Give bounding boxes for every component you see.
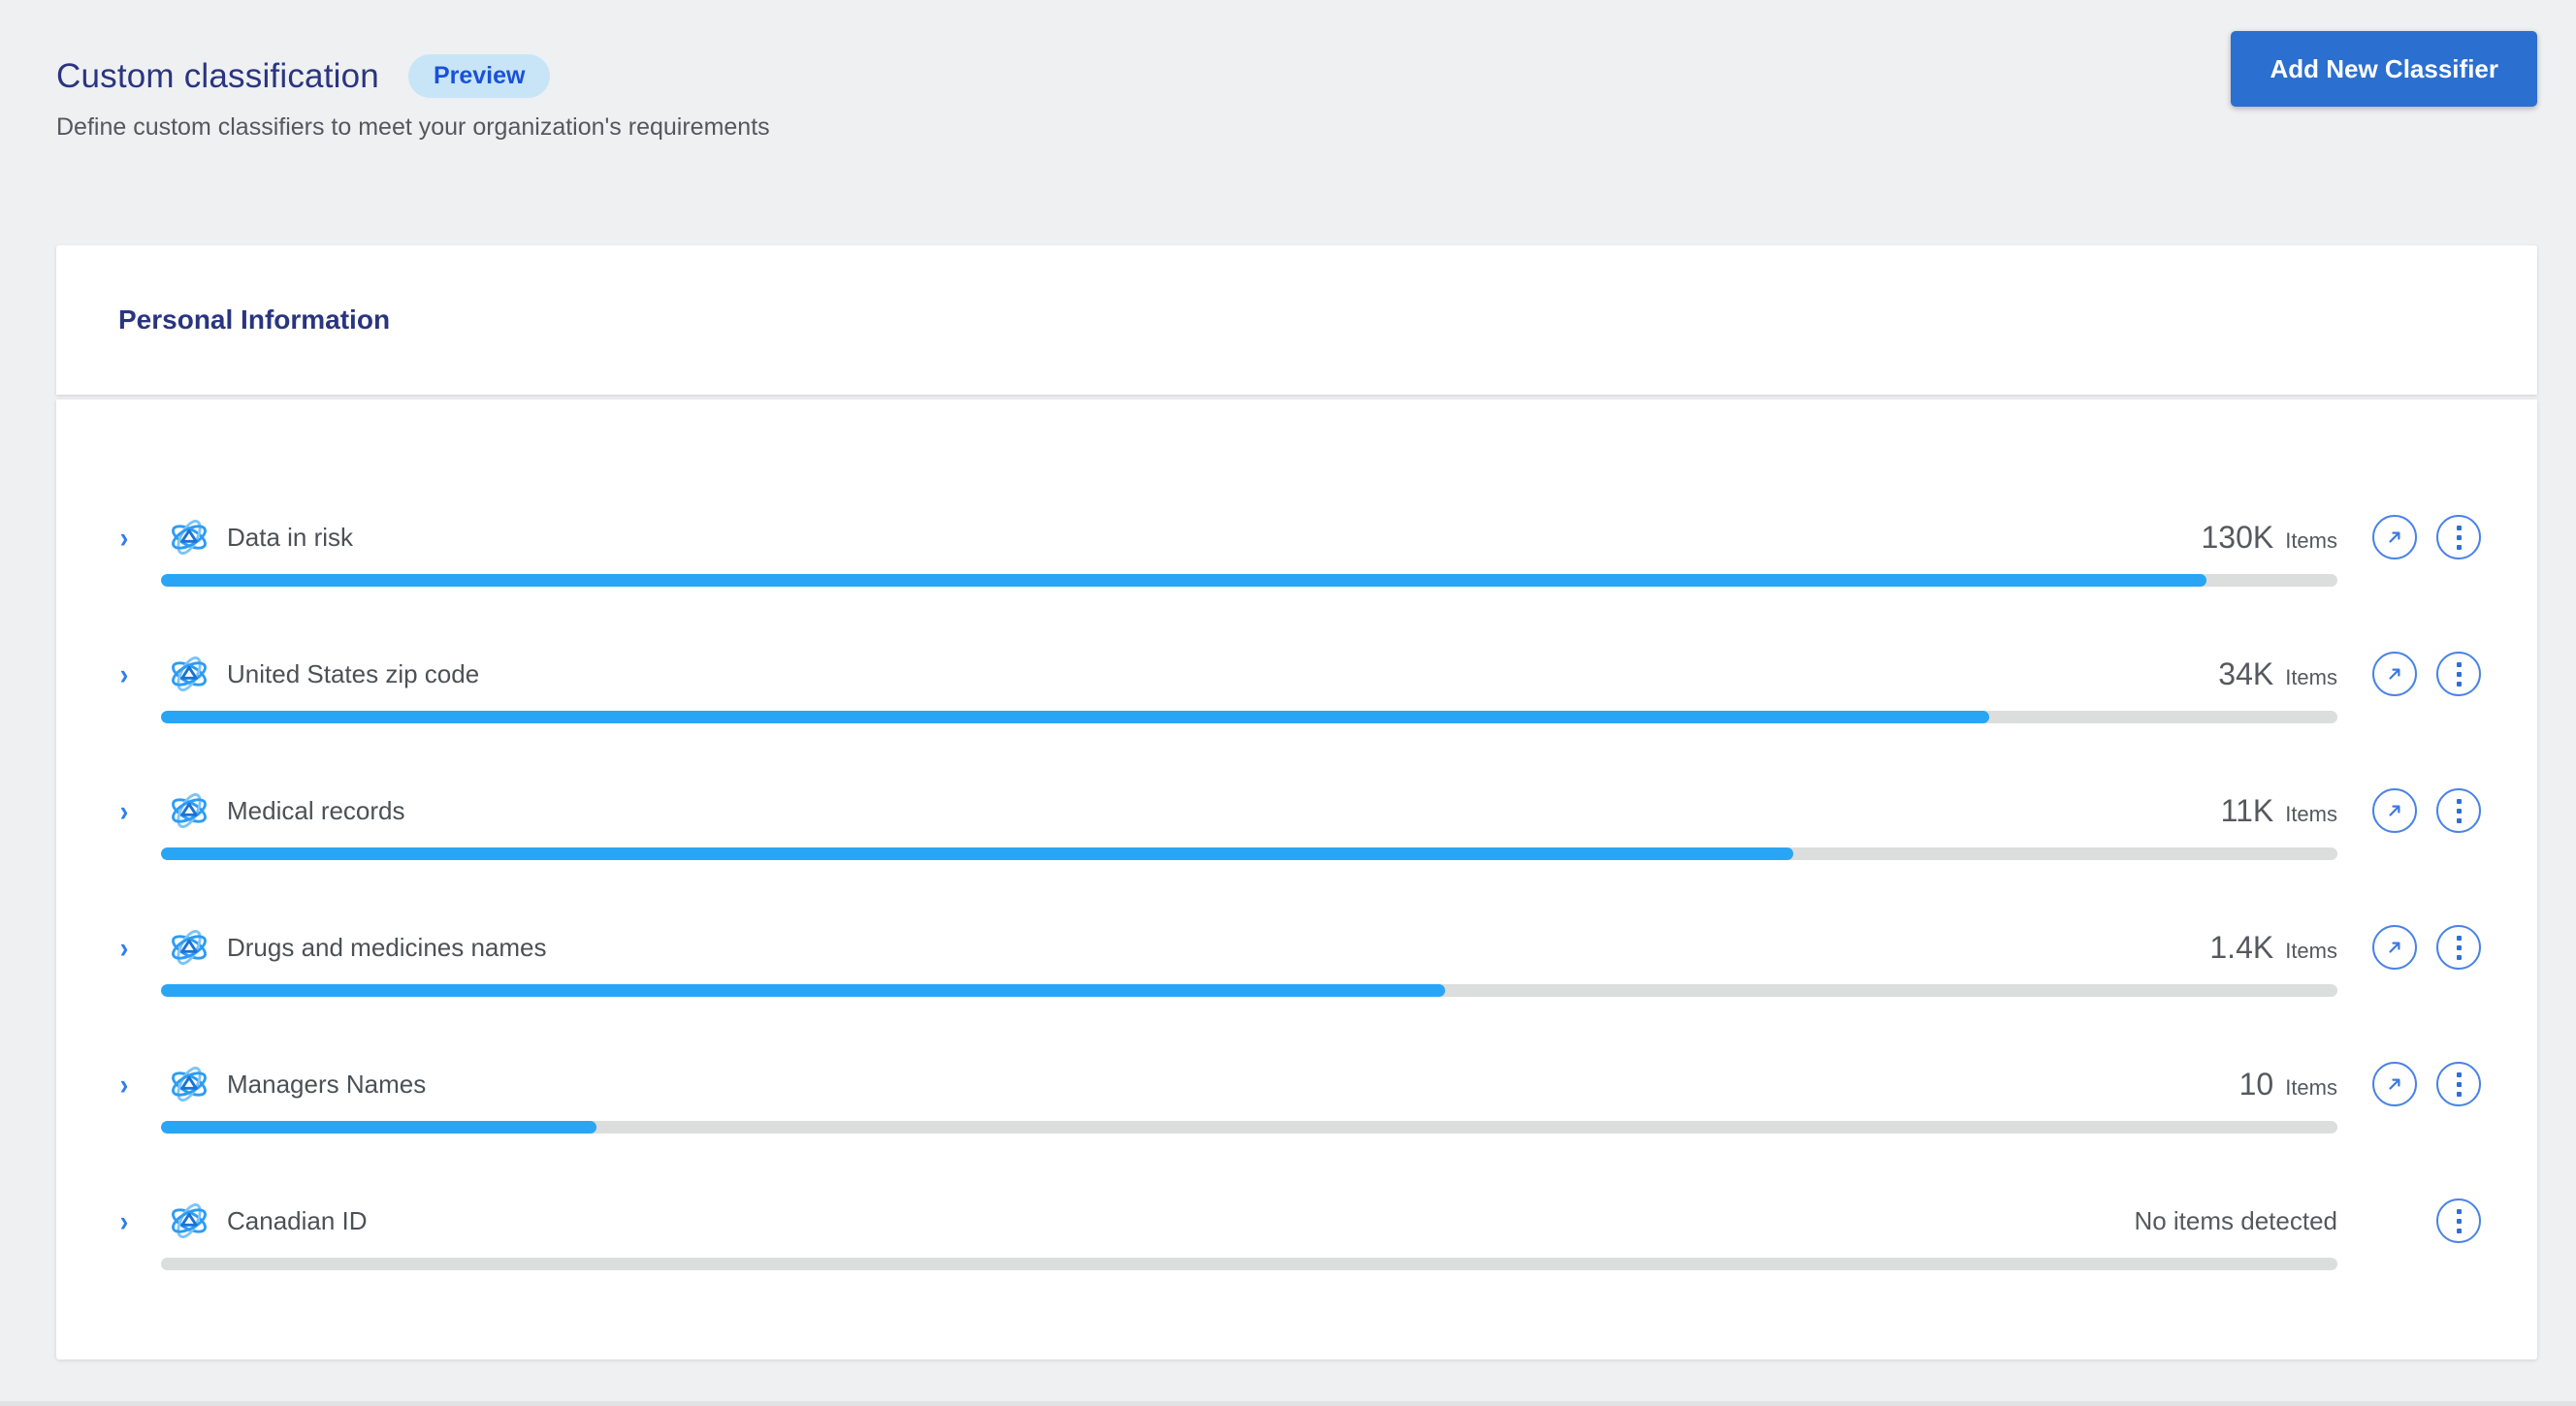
classifier-row: › United States zip code 34K Items bbox=[56, 598, 2537, 735]
progress-bar-fill bbox=[161, 847, 1793, 860]
kebab-menu-icon bbox=[2456, 935, 2462, 960]
add-new-classifier-button[interactable]: Add New Classifier bbox=[2231, 31, 2537, 107]
classifier-atom-icon bbox=[172, 656, 207, 691]
row-actions bbox=[2372, 1062, 2481, 1106]
open-classifier-button[interactable] bbox=[2372, 515, 2417, 559]
classifier-atom-icon bbox=[172, 1203, 207, 1238]
classifier-row-main: › Drugs and medicines names 1.4K Items bbox=[116, 924, 2337, 971]
classifier-count: 10 Items bbox=[2239, 1067, 2337, 1102]
classifier-list: › Data in risk 130K Items bbox=[56, 399, 2537, 1359]
progress-bar-fill bbox=[161, 711, 1989, 723]
kebab-menu-icon bbox=[2456, 1208, 2462, 1233]
count-suffix: Items bbox=[2285, 527, 2337, 553]
open-classifier-button[interactable] bbox=[2372, 652, 2417, 696]
arrow-up-right-icon bbox=[2389, 805, 2400, 816]
personal-information-card: Personal Information › Data in risk 130K… bbox=[56, 245, 2537, 1359]
row-actions bbox=[2372, 925, 2481, 970]
kebab-menu-icon bbox=[2456, 798, 2462, 823]
chevron-right-icon[interactable]: › bbox=[119, 1203, 129, 1238]
arrow-up-right-icon bbox=[2389, 1078, 2400, 1090]
row-menu-button[interactable] bbox=[2436, 788, 2481, 833]
chevron-right-icon[interactable]: › bbox=[119, 793, 129, 828]
classifier-atom-icon bbox=[172, 520, 207, 555]
progress-bar-track bbox=[161, 1121, 2337, 1134]
chevron-right-icon[interactable]: › bbox=[119, 1067, 129, 1102]
classifier-atom-icon bbox=[172, 930, 207, 965]
page-header: Custom classification Preview Define cus… bbox=[56, 0, 2537, 142]
count-number: 130K bbox=[2201, 519, 2274, 555]
kebab-menu-icon bbox=[2456, 661, 2462, 687]
classifier-label: Managers Names bbox=[227, 1069, 427, 1099]
classifier-count: 130K Items bbox=[2201, 520, 2337, 556]
row-menu-button[interactable] bbox=[2436, 515, 2481, 559]
count-number: 34K bbox=[2218, 655, 2274, 691]
progress-bar-track bbox=[161, 984, 2337, 997]
classifier-label: Canadian ID bbox=[227, 1205, 368, 1235]
classifier-row: › Drugs and medicines names 1.4K Items bbox=[56, 872, 2537, 1008]
classifier-row: › Medical records 11K Items bbox=[56, 735, 2537, 872]
row-menu-button[interactable] bbox=[2436, 652, 2481, 696]
progress-bar-fill bbox=[161, 984, 1445, 997]
count-number: 10 bbox=[2238, 1066, 2274, 1102]
classifier-count: No items detected bbox=[2134, 1206, 2337, 1236]
open-classifier-button[interactable] bbox=[2372, 925, 2417, 970]
progress-bar-track bbox=[161, 574, 2337, 587]
page-title: Custom classification bbox=[56, 56, 379, 95]
classifier-row-main: › Managers Names 10 Items bbox=[116, 1061, 2337, 1107]
arrow-up-right-icon bbox=[2389, 531, 2400, 543]
arrow-up-right-icon bbox=[2389, 668, 2400, 680]
chevron-right-icon[interactable]: › bbox=[119, 930, 129, 965]
classifier-row: › Managers Names 10 Items bbox=[56, 1008, 2537, 1145]
classifier-row-main: › United States zip code 34K Items bbox=[116, 651, 2337, 697]
page-subtitle: Define custom classifiers to meet your o… bbox=[56, 113, 770, 141]
count-number: 11K bbox=[2220, 792, 2274, 828]
title-line: Custom classification Preview bbox=[56, 54, 2537, 98]
count-suffix: Items bbox=[2285, 938, 2337, 963]
classifier-row: › Data in risk 130K Items bbox=[56, 462, 2537, 598]
row-actions bbox=[2372, 788, 2481, 833]
row-menu-button[interactable] bbox=[2436, 1062, 2481, 1106]
window-bottom-edge bbox=[0, 1401, 2576, 1406]
row-actions bbox=[2436, 1198, 2481, 1243]
classifier-label: Medical records bbox=[227, 795, 405, 825]
card-header: Personal Information bbox=[56, 245, 2537, 395]
row-actions bbox=[2372, 652, 2481, 696]
count-suffix: Items bbox=[2285, 801, 2337, 826]
progress-bar-fill bbox=[161, 574, 2207, 587]
chevron-right-icon[interactable]: › bbox=[119, 520, 129, 555]
no-items-status: No items detected bbox=[2134, 1205, 2337, 1235]
classifier-count: 11K Items bbox=[2221, 793, 2337, 829]
classifier-row: › Canadian ID No items detected bbox=[56, 1145, 2537, 1282]
count-number: 1.4K bbox=[2209, 929, 2274, 965]
open-classifier-button[interactable] bbox=[2372, 1062, 2417, 1106]
kebab-menu-icon bbox=[2456, 1071, 2462, 1097]
preview-badge: Preview bbox=[407, 54, 551, 98]
classifier-label: Data in risk bbox=[227, 522, 354, 552]
row-actions bbox=[2372, 515, 2481, 559]
progress-bar-track bbox=[161, 847, 2337, 860]
count-suffix: Items bbox=[2285, 664, 2337, 689]
row-menu-button[interactable] bbox=[2436, 925, 2481, 970]
classifier-atom-icon bbox=[172, 1067, 207, 1102]
classifier-row-main: › Medical records 11K Items bbox=[116, 787, 2337, 834]
progress-bar-track bbox=[161, 1258, 2337, 1270]
count-suffix: Items bbox=[2285, 1074, 2337, 1100]
kebab-menu-icon bbox=[2456, 525, 2462, 550]
progress-bar-fill bbox=[161, 1121, 596, 1134]
row-menu-button[interactable] bbox=[2436, 1198, 2481, 1243]
card-section-title: Personal Information bbox=[118, 304, 391, 335]
classifier-atom-icon bbox=[172, 793, 207, 828]
arrow-up-right-icon bbox=[2389, 942, 2400, 953]
classifier-count: 34K Items bbox=[2218, 656, 2337, 692]
classifier-label: Drugs and medicines names bbox=[227, 932, 547, 962]
open-classifier-button[interactable] bbox=[2372, 788, 2417, 833]
classifier-label: United States zip code bbox=[227, 658, 480, 688]
classifier-row-main: › Canadian ID No items detected bbox=[116, 1198, 2337, 1244]
progress-bar-track bbox=[161, 711, 2337, 723]
classifier-count: 1.4K Items bbox=[2209, 930, 2337, 966]
classifier-row-main: › Data in risk 130K Items bbox=[116, 514, 2337, 560]
chevron-right-icon[interactable]: › bbox=[119, 656, 129, 691]
